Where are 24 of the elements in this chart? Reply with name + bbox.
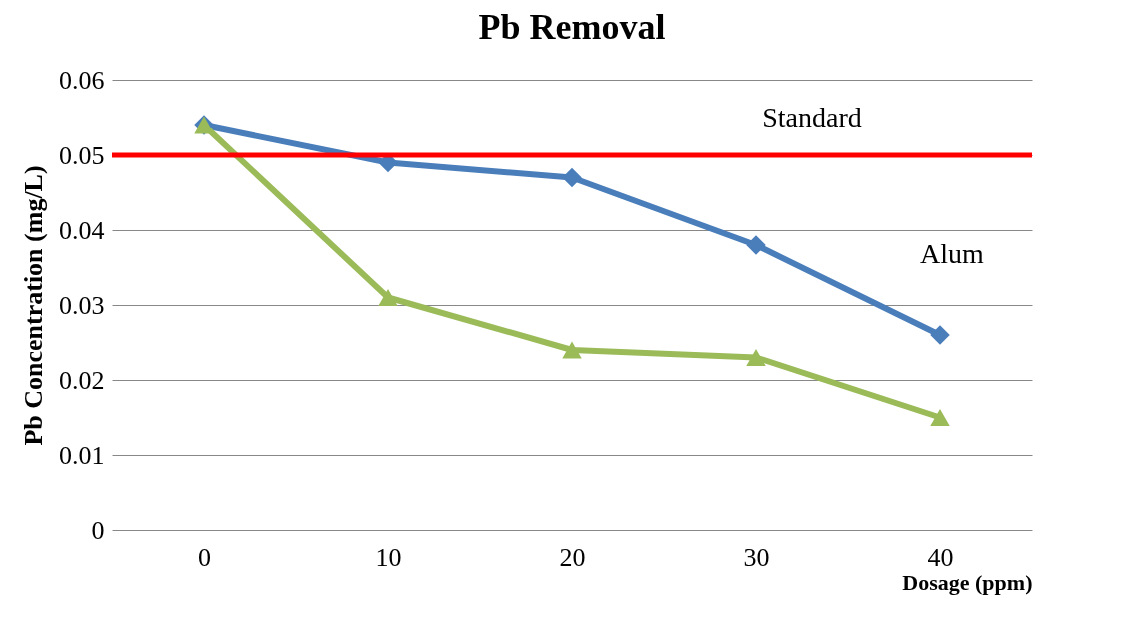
x-axis-title: Dosage (ppm) [902, 569, 1033, 595]
point [562, 167, 582, 188]
y-tick-label: 0 [91, 515, 105, 545]
y-axis-title: Pb Concentration (mg/L) [19, 165, 48, 446]
point [930, 325, 950, 345]
x-tick-label: 20 [559, 542, 586, 572]
series-label: Alum [920, 238, 984, 269]
x-tick-label: 40 [927, 542, 954, 572]
x-tick-label: 30 [743, 542, 770, 572]
x-tick-label: 0 [198, 542, 211, 572]
point [746, 235, 766, 255]
y-tick-label: 0.02 [59, 365, 105, 395]
ref-line-label: Standard [762, 102, 862, 133]
y-tick-label: 0.04 [59, 215, 105, 245]
chart-title: Pb Removal [478, 7, 666, 47]
point [378, 289, 398, 306]
y-tick-label: 0.03 [59, 290, 105, 320]
y-tick-label: 0.06 [59, 65, 105, 95]
y-tick-label: 0.01 [59, 440, 105, 470]
y-tick-label: 0.05 [59, 140, 105, 170]
point [930, 409, 950, 426]
point [562, 341, 582, 359]
x-tick-label: 10 [375, 542, 402, 572]
point [746, 349, 766, 366]
